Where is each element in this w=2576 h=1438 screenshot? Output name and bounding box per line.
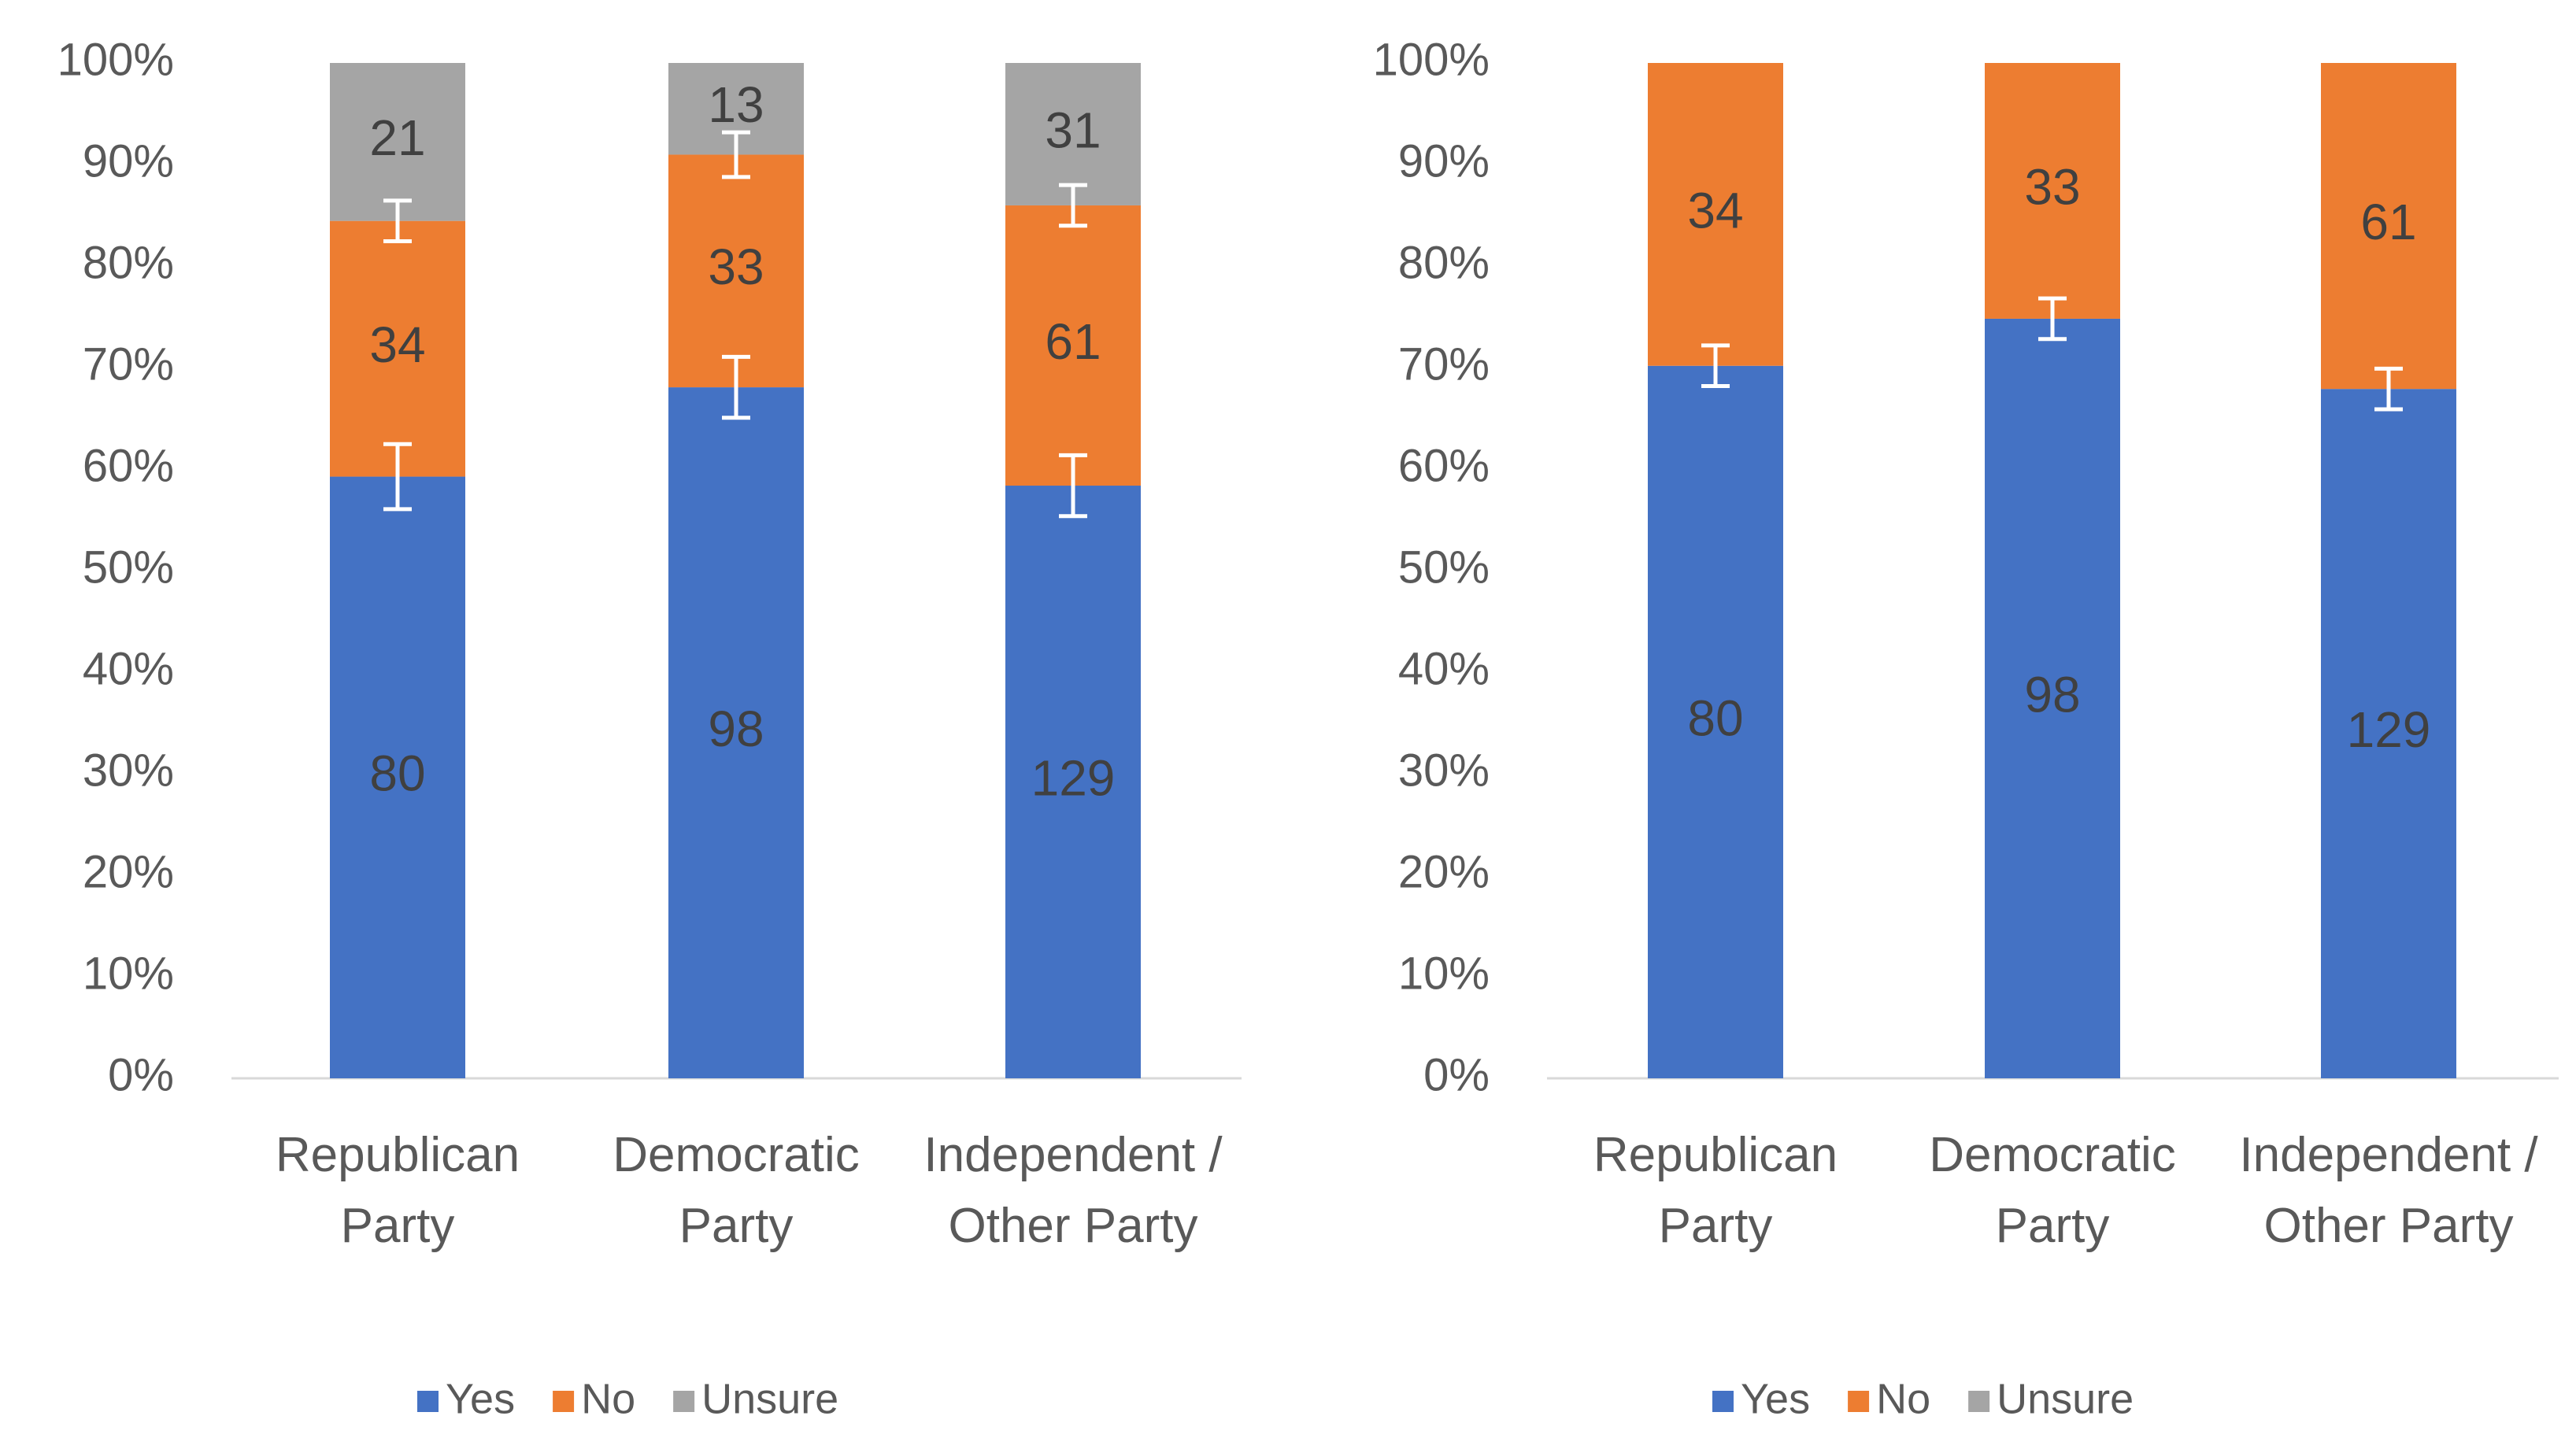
y-tick-label: 80%	[1398, 237, 1490, 288]
y-tick-label: 0%	[1423, 1049, 1490, 1100]
legend-label: Yes	[446, 1375, 515, 1422]
bar-segment	[2321, 63, 2456, 390]
data-label: 129	[2347, 701, 2431, 758]
bar-segment	[668, 154, 804, 388]
legend-swatch	[1712, 1391, 1734, 1412]
bar-segment	[330, 220, 465, 477]
data-label: 98	[2024, 666, 2080, 723]
legend-label: No	[581, 1375, 635, 1422]
legend-swatch	[673, 1391, 695, 1412]
y-tick-label: 30%	[83, 745, 174, 796]
bar-segment	[330, 476, 465, 1078]
error-bar	[383, 442, 412, 512]
y-tick-label: 60%	[83, 440, 174, 491]
legend-label: Yes	[1741, 1375, 1810, 1422]
y-tick-label: 70%	[1398, 338, 1490, 390]
y-tick-label: 10%	[1398, 948, 1490, 999]
error-bar	[2374, 366, 2403, 412]
y-tick-label: 100%	[1373, 34, 1490, 85]
data-label: 33	[2024, 158, 2080, 215]
x-tick-label: Democratic Party	[1929, 1128, 2176, 1253]
y-tick-label: 40%	[83, 643, 174, 694]
x-tick-label: Independent / Other Party	[2239, 1128, 2538, 1253]
error-bar	[1059, 183, 1087, 228]
bar-segment	[1985, 63, 2120, 319]
x-tick-label: Democratic Party	[613, 1128, 860, 1253]
data-label: 34	[1687, 182, 1743, 238]
bar-segment	[1648, 63, 1783, 366]
x-tick-label: Republican Party	[1593, 1128, 1838, 1253]
data-label: 31	[1045, 102, 1101, 158]
data-label: 129	[1031, 749, 1116, 806]
bar-segment	[330, 63, 465, 221]
y-tick-label: 20%	[83, 846, 174, 897]
bar-segment	[1005, 205, 1141, 486]
data-label: 80	[1687, 689, 1743, 746]
legend-swatch	[1968, 1391, 1990, 1412]
y-tick-label: 60%	[1398, 440, 1490, 491]
legend-swatch	[417, 1391, 439, 1412]
error-bar	[383, 198, 412, 243]
y-tick-label: 90%	[1398, 135, 1490, 187]
bar-segment	[1985, 318, 2120, 1079]
bar-segment	[1005, 63, 1141, 205]
y-tick-label: 90%	[83, 135, 174, 187]
data-label: 13	[708, 76, 764, 133]
y-tick-label: 50%	[83, 542, 174, 593]
data-label: 98	[708, 701, 764, 757]
y-tick-label: 20%	[1398, 846, 1490, 897]
bar-segment	[668, 387, 804, 1078]
y-tick-label: 100%	[57, 34, 174, 85]
data-label: 21	[369, 109, 425, 166]
legend-swatch	[553, 1391, 575, 1412]
y-tick-label: 30%	[1398, 745, 1490, 796]
y-tick-label: 0%	[108, 1049, 174, 1100]
x-tick-label: Independent / Other Party	[923, 1128, 1223, 1253]
y-tick-label: 70%	[83, 338, 174, 390]
y-tick-label: 40%	[1398, 643, 1490, 694]
bar-segment	[1648, 365, 1783, 1079]
error-bar	[2038, 296, 2067, 342]
x-tick-label: Republican Party	[275, 1128, 520, 1253]
data-label: 34	[369, 316, 425, 373]
bar-segment	[1005, 486, 1141, 1078]
legend-label: Unsure	[1997, 1375, 2134, 1422]
data-label: 33	[708, 238, 764, 295]
error-bar	[1059, 453, 1087, 519]
data-label: 61	[1045, 313, 1101, 370]
legend-swatch	[1848, 1391, 1870, 1412]
y-tick-label: 80%	[83, 237, 174, 288]
y-tick-label: 50%	[1398, 542, 1490, 593]
y-tick-label: 10%	[83, 948, 174, 999]
data-label: 61	[2360, 194, 2416, 250]
error-bar	[722, 354, 750, 420]
error-bar	[722, 130, 750, 179]
bar-segment	[2321, 389, 2456, 1078]
error-bar	[1701, 343, 1730, 389]
legend-label: Unsure	[701, 1375, 838, 1422]
data-label: 80	[369, 745, 425, 802]
legend-label: No	[1876, 1375, 1930, 1422]
